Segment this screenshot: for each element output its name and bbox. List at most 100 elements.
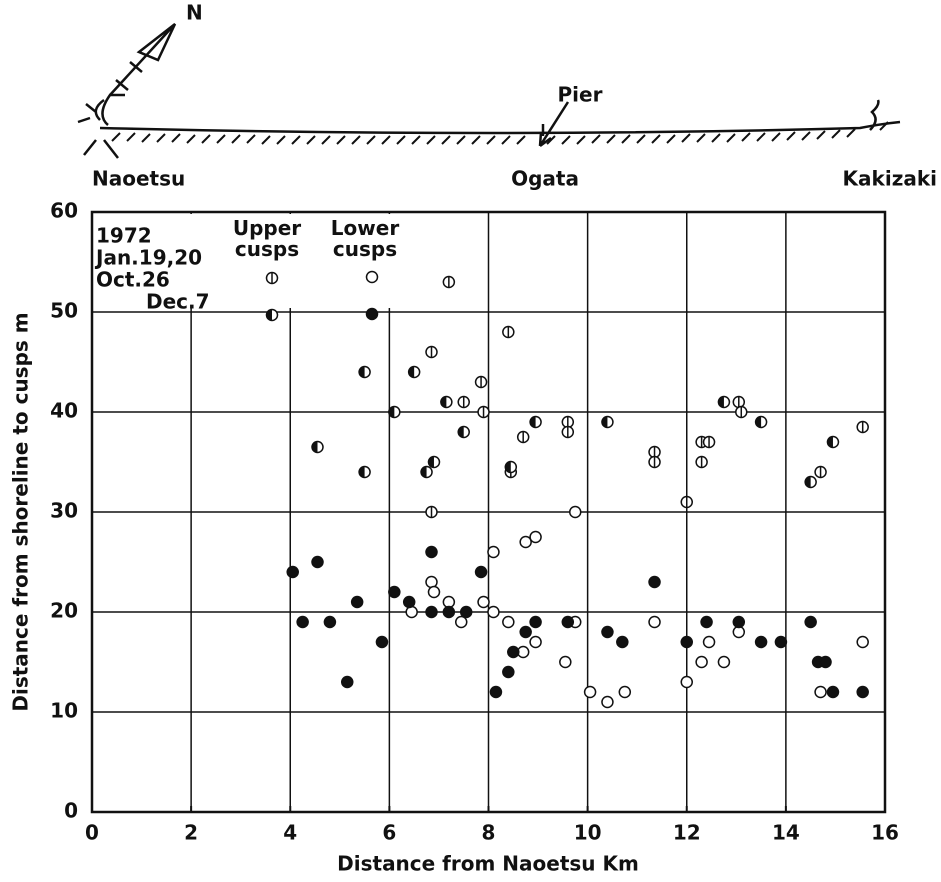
data-point xyxy=(648,615,661,629)
data-point xyxy=(732,615,746,629)
marker-outline xyxy=(826,685,840,699)
marker-outline xyxy=(487,605,500,619)
data-point xyxy=(425,605,438,619)
data-point xyxy=(680,675,693,689)
data-point xyxy=(358,365,371,379)
marker-outline xyxy=(425,575,438,589)
marker-outline xyxy=(702,635,716,649)
marker-half xyxy=(601,416,608,428)
marker-outline xyxy=(502,615,515,629)
data-point xyxy=(735,405,748,419)
data-point xyxy=(388,585,401,599)
data-point xyxy=(680,635,693,649)
marker-outline xyxy=(350,595,364,609)
data-point xyxy=(375,635,389,649)
legend-date: Oct.26 xyxy=(96,268,170,292)
legend-date: Jan.19,20 xyxy=(94,246,202,270)
data-point xyxy=(648,455,661,469)
marker-outline xyxy=(507,645,520,659)
data-point xyxy=(457,425,470,439)
data-point xyxy=(474,375,488,389)
data-point xyxy=(618,685,632,699)
data-point xyxy=(311,440,324,454)
y-tick-label: 30 xyxy=(50,499,78,523)
marker-half xyxy=(421,466,427,478)
x-tick-label: 2 xyxy=(184,821,198,845)
marker-outline xyxy=(529,635,542,649)
data-point xyxy=(504,460,518,474)
data-point xyxy=(774,635,788,649)
data-point xyxy=(477,405,490,419)
data-point xyxy=(680,495,693,509)
y-tick-label: 10 xyxy=(50,699,78,723)
data-point xyxy=(529,615,542,629)
data-point xyxy=(296,615,309,629)
data-point xyxy=(568,505,582,519)
data-point xyxy=(814,685,827,699)
x-axis-label: Distance from Naoetsu Km xyxy=(337,852,639,876)
marker-outline xyxy=(601,695,614,709)
marker-outline xyxy=(454,615,468,629)
data-point xyxy=(529,415,542,429)
marker-outline xyxy=(365,307,379,321)
data-point xyxy=(459,605,473,619)
marker-outline xyxy=(375,635,389,649)
data-point xyxy=(286,565,299,579)
data-point xyxy=(856,685,869,699)
marker-outline xyxy=(286,565,299,579)
data-point xyxy=(695,455,708,469)
data-point xyxy=(358,465,371,479)
data-point xyxy=(804,615,817,629)
marker-outline xyxy=(529,615,542,629)
y-axis-label: Distance from shoreline to cusps m xyxy=(9,312,33,711)
marker-half xyxy=(755,416,762,428)
legend-symbol xyxy=(365,270,379,284)
data-point xyxy=(440,395,453,409)
data-point xyxy=(616,635,629,649)
x-tick-label: 14 xyxy=(772,821,800,845)
x-tick-label: 16 xyxy=(871,821,899,845)
data-point xyxy=(519,535,532,549)
data-point xyxy=(561,615,575,629)
data-point xyxy=(442,275,456,289)
place-label: Kakizaki xyxy=(843,167,937,191)
data-point xyxy=(804,475,817,489)
data-point xyxy=(754,635,768,649)
data-point xyxy=(420,465,433,479)
data-point xyxy=(442,605,456,619)
marker-half xyxy=(266,309,272,321)
marker-outline xyxy=(529,530,542,544)
marker-outline xyxy=(648,615,661,629)
data-point xyxy=(502,325,515,339)
north-label: N xyxy=(186,1,203,25)
data-point xyxy=(477,595,490,609)
marker-outline xyxy=(754,635,768,649)
y-tick-label: 0 xyxy=(64,799,78,823)
legend-symbol xyxy=(265,308,279,322)
place-label: Naoetsu xyxy=(92,167,185,191)
marker-outline xyxy=(717,655,731,669)
marker-outline xyxy=(489,685,503,699)
plot-frame xyxy=(90,210,887,814)
marker-outline xyxy=(700,615,713,629)
data-point xyxy=(489,685,503,699)
legend-background xyxy=(94,214,449,308)
marker-outline xyxy=(601,625,614,639)
place-label: Ogata xyxy=(511,167,579,191)
y-tick-label: 40 xyxy=(50,399,78,423)
data-point xyxy=(311,555,324,569)
marker-half xyxy=(505,461,511,473)
marker-outline xyxy=(616,635,629,649)
legend-column: Upper cusps xyxy=(232,216,302,261)
data-point xyxy=(702,635,716,649)
marker-outline xyxy=(296,615,309,629)
data-point xyxy=(502,665,515,679)
marker-half xyxy=(530,416,536,428)
marker-outline xyxy=(323,615,337,629)
data-point xyxy=(601,415,614,429)
data-point xyxy=(648,575,661,589)
data-point xyxy=(519,625,532,639)
data-point xyxy=(702,435,716,449)
